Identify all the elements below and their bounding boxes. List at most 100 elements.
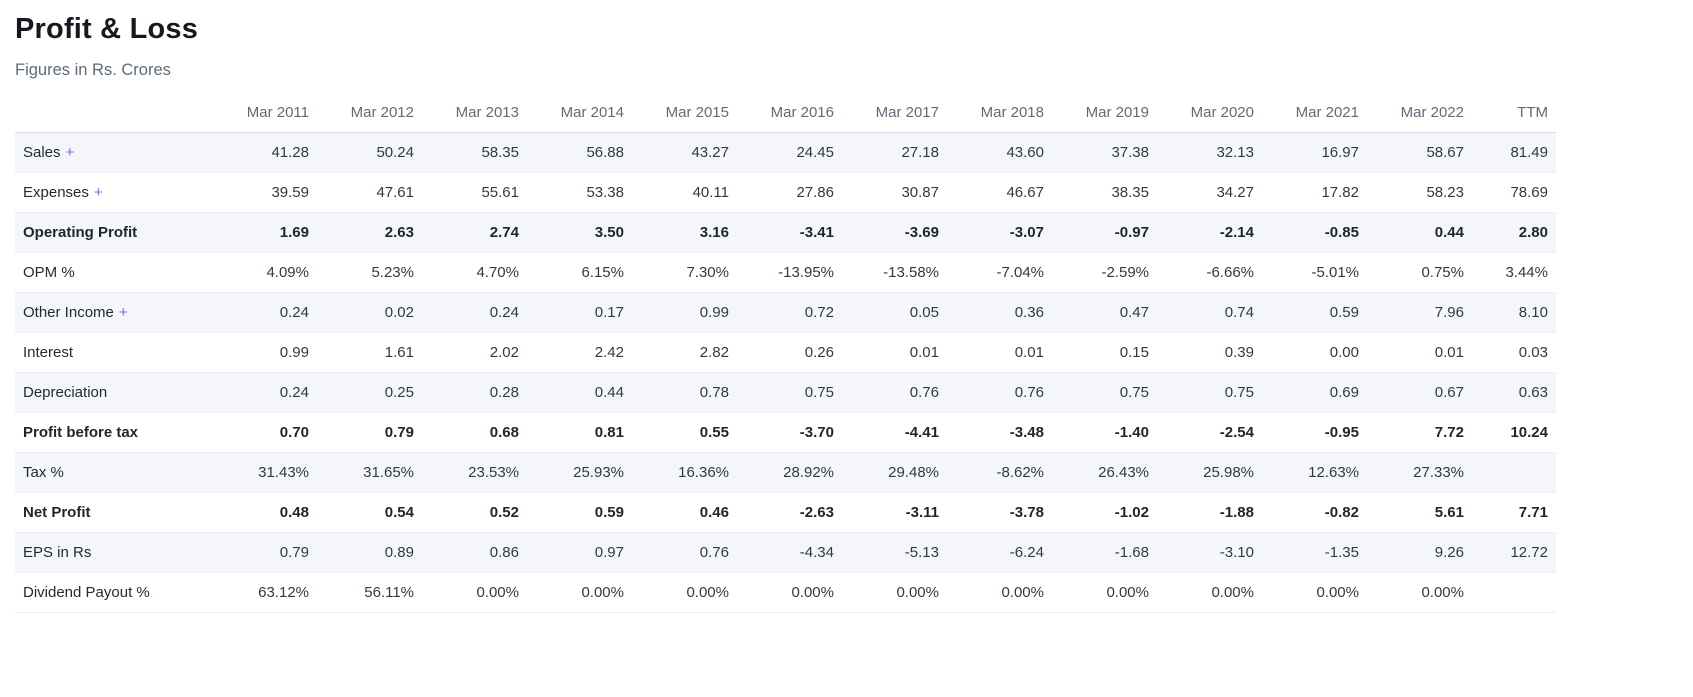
value-cell: 27.33% — [1413, 464, 1464, 481]
value-cell: 7.96 — [1434, 304, 1464, 321]
value-cell: -3.07 — [1009, 224, 1044, 241]
table-row: Operating Profit 1.69 2.63 2.74 3.50 3.16 -3.4… — [15, 212, 1556, 253]
value-cell: 27.86 — [796, 184, 834, 201]
value-cell: 12.63% — [1308, 464, 1359, 481]
value-cell: 0.76 — [1014, 384, 1044, 401]
row-label: Operating Profit — [23, 224, 138, 241]
value-cell: 0.00% — [1106, 584, 1149, 601]
value-cell: 0.74 — [1224, 304, 1254, 321]
value-cell: -6.24 — [1009, 544, 1044, 561]
value-cell: 40.11 — [692, 184, 729, 201]
value-cell: 0.47 — [1119, 304, 1149, 321]
value-cell: 0.00% — [1316, 584, 1359, 601]
value-cell: -13.58% — [883, 264, 939, 281]
table-row: EPS in Rs 0.79 0.89 0.86 0.97 0.76 -4.34 -5.13 -… — [15, 532, 1556, 573]
expand-button[interactable]: + — [118, 304, 128, 321]
value-cell: 56.11% — [364, 584, 414, 601]
row-label: Other Income + — [23, 304, 128, 321]
value-cell: 31.65% — [363, 464, 414, 481]
value-cell: 0.89 — [384, 544, 414, 561]
value-cell: 58.67 — [1426, 144, 1464, 161]
expand-button[interactable]: + — [65, 144, 75, 161]
table-row: Sales + 41.28 50.24 58.35 56.88 43.27 24.45 27.1… — [15, 132, 1556, 173]
value-cell: 3.16 — [699, 224, 729, 241]
value-cell: 56.88 — [586, 144, 624, 161]
value-cell: 7.71 — [1518, 504, 1548, 521]
value-cell: 0.24 — [489, 304, 519, 321]
value-cell: 0.99 — [699, 304, 729, 321]
value-cell: 0.54 — [384, 504, 414, 521]
table-header: Mar 2011 Mar 2012 Mar 2013 Mar 2014 Mar 2015… — [15, 94, 1556, 133]
value-cell: 2.80 — [1518, 224, 1548, 241]
value-cell: 53.38 — [586, 184, 624, 201]
row-label: Expenses + — [23, 184, 103, 201]
value-cell: -3.70 — [799, 424, 834, 441]
column-header: Mar 2012 — [350, 104, 414, 121]
value-cell: 0.00% — [1001, 584, 1044, 601]
value-cell: 1.61 — [384, 344, 414, 361]
value-cell: -2.54 — [1219, 424, 1254, 441]
value-cell: 0.26 — [804, 344, 834, 361]
value-cell: 0.67 — [1434, 384, 1464, 401]
value-cell: 29.48% — [888, 464, 939, 481]
value-cell: 0.00% — [581, 584, 624, 601]
row-label: Sales + — [23, 144, 75, 161]
value-cell: 0.55 — [699, 424, 729, 441]
value-cell: -1.35 — [1324, 544, 1359, 561]
column-header: Mar 2020 — [1190, 104, 1254, 121]
column-header: Mar 2019 — [1085, 104, 1149, 121]
value-cell: 4.09% — [266, 264, 309, 281]
value-cell — [1472, 573, 1556, 613]
value-cell: 0.17 — [594, 304, 624, 321]
row-label: Net Profit — [23, 504, 91, 521]
value-cell: 2.02 — [489, 344, 519, 361]
table-row: Profit before tax 0.70 0.79 0.68 0.81 0.55 -3.… — [15, 413, 1556, 453]
row-label: Tax % — [23, 464, 64, 481]
value-cell: -7.04% — [996, 264, 1044, 281]
value-cell: 58.35 — [481, 144, 519, 161]
row-label: Dividend Payout % — [23, 584, 150, 601]
value-cell: 0.02 — [384, 304, 414, 321]
value-cell: 0.78 — [699, 384, 729, 401]
value-cell: 0.59 — [594, 504, 624, 521]
value-cell: 0.00 — [1329, 344, 1359, 361]
value-cell: 0.00% — [1421, 584, 1464, 601]
value-cell: 2.42 — [594, 344, 624, 361]
expand-button[interactable]: + — [93, 184, 103, 201]
value-cell: -3.48 — [1009, 424, 1044, 441]
value-cell: 7.30% — [686, 264, 729, 281]
column-header: Mar 2016 — [770, 104, 834, 121]
value-cell: 30.87 — [901, 184, 939, 201]
profit-loss-section: Profit & Loss Figures in Rs. Crores Mar … — [15, 13, 1556, 613]
value-cell: 0.81 — [594, 424, 624, 441]
value-cell: 0.00% — [686, 584, 729, 601]
table-row: Dividend Payout % 63.12% 56.11% 0.00% 0.00% 0… — [15, 573, 1556, 613]
value-cell: 27.18 — [901, 144, 939, 161]
value-cell: 3.50 — [594, 224, 624, 241]
value-cell: 0.99 — [279, 344, 309, 361]
value-cell: 63.12% — [258, 584, 309, 601]
value-cell: 5.61 — [1434, 504, 1464, 521]
row-label: Profit before tax — [23, 424, 139, 441]
value-cell: 81.49 — [1510, 144, 1548, 161]
value-cell: -6.66% — [1206, 264, 1254, 281]
table-row: Interest 0.99 1.61 2.02 2.42 2.82 0.26 0.01 0.01… — [15, 333, 1556, 373]
value-cell: 0.00% — [476, 584, 519, 601]
value-cell: -0.85 — [1324, 224, 1359, 241]
table-row: Expenses + 39.59 47.61 55.61 53.38 40.11 27.86 3… — [15, 173, 1556, 213]
column-header: Mar 2021 — [1295, 104, 1359, 121]
profit-loss-table: Mar 2011 Mar 2012 Mar 2013 Mar 2014 Mar 2015… — [15, 94, 1556, 613]
value-cell: -3.10 — [1219, 544, 1254, 561]
value-cell: -2.59% — [1101, 264, 1149, 281]
value-cell: 16.97 — [1321, 144, 1359, 161]
value-cell: 0.25 — [384, 384, 414, 401]
value-cell: 2.63 — [384, 224, 414, 241]
page-subtitle: Figures in Rs. Crores — [15, 61, 171, 79]
page-title: Profit & Loss — [15, 13, 199, 45]
value-cell: 0.39 — [1224, 344, 1254, 361]
value-cell: 0.72 — [804, 304, 834, 321]
value-cell: 2.74 — [489, 224, 519, 241]
value-cell: -5.13 — [904, 544, 939, 561]
column-header: Mar 2015 — [665, 104, 729, 121]
value-cell: 12.72 — [1510, 544, 1548, 561]
